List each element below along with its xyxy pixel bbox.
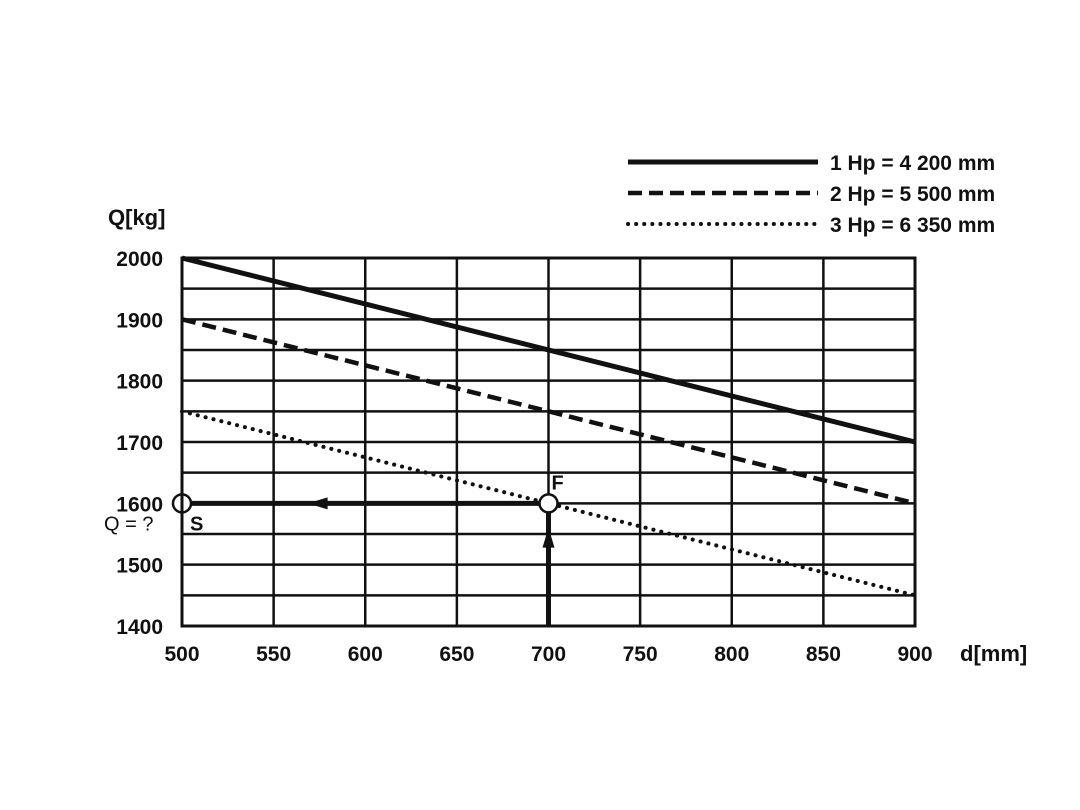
- y-tick-label: 1900: [116, 309, 163, 332]
- plot-frame: [180, 256, 917, 628]
- legend-label-1: 1 Hp = 4 200 mm: [830, 152, 995, 175]
- x-tick-label: 750: [623, 643, 658, 666]
- point-s-label: S: [190, 513, 203, 535]
- point-f-marker: [538, 493, 559, 514]
- y-tick-label: 1800: [116, 371, 163, 394]
- y-tick-labels: 1400 1500 1600 1700 1800 1900 2000: [116, 248, 163, 639]
- y-axis-title: Q[kg]: [108, 205, 165, 230]
- y-tick-label: 1500: [116, 555, 163, 578]
- y-tick-label: 1700: [116, 432, 163, 455]
- x-tick-label: 700: [531, 643, 566, 666]
- x-axis-title: d[mm]: [960, 641, 1027, 666]
- question-label: Q = ?: [104, 513, 153, 535]
- point-f-label: F: [552, 472, 564, 494]
- x-tick-label: 550: [256, 643, 291, 666]
- x-tick-label: 500: [164, 643, 199, 666]
- annotation-layer: F S Q = ?: [104, 472, 564, 626]
- x-tick-label: 650: [439, 643, 474, 666]
- legend-label-3: 3 Hp = 6 350 mm: [830, 214, 995, 237]
- legend: 1 Hp = 4 200 mm 2 Hp = 5 500 mm 3 Hp = 6 3…: [626, 152, 995, 237]
- x-tick-label: 600: [348, 643, 383, 666]
- y-tick-label: 1600: [116, 493, 163, 516]
- horizontal-arrow-head: [307, 497, 328, 510]
- x-tick-label: 800: [714, 643, 749, 666]
- legend-label-2: 2 Hp = 5 500 mm: [830, 183, 995, 206]
- vertical-arrow-head: [542, 527, 555, 548]
- x-tick-label: 850: [806, 643, 841, 666]
- series-layer: [180, 255, 917, 598]
- y-tick-label: 2000: [116, 248, 163, 271]
- x-tick-labels: 500 550 600 650 700 750 800 850 900: [164, 643, 932, 666]
- series-line-1: [181, 255, 916, 445]
- x-tick-label: 900: [897, 643, 932, 666]
- y-tick-label: 1400: [116, 616, 163, 639]
